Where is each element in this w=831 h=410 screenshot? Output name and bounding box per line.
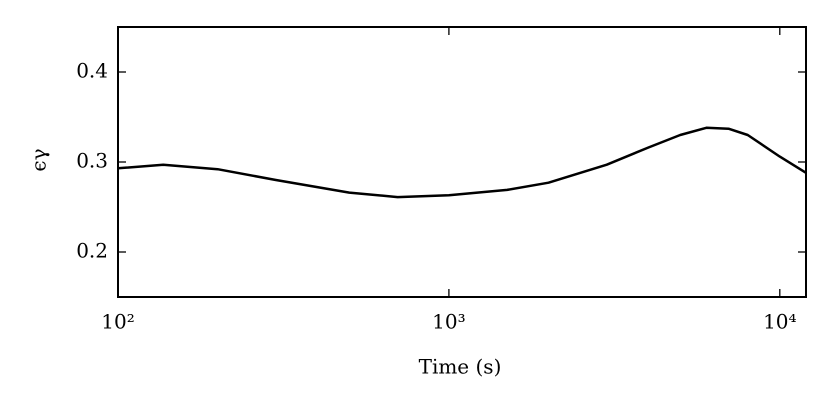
x-tick-label: 10⁴	[763, 310, 796, 334]
y-tick-label: 0.4	[76, 59, 108, 83]
plot-frame	[117, 26, 807, 298]
y-axis-label: ϵγ	[27, 148, 51, 171]
x-tick-label: 10²	[101, 310, 134, 334]
y-tick-label: 0.2	[76, 239, 108, 263]
line	[117, 126, 807, 199]
y-tick-label: 0.3	[76, 149, 108, 173]
x-tick-label: 10³	[432, 310, 465, 334]
x-axis-label: Time (s)	[419, 355, 502, 379]
